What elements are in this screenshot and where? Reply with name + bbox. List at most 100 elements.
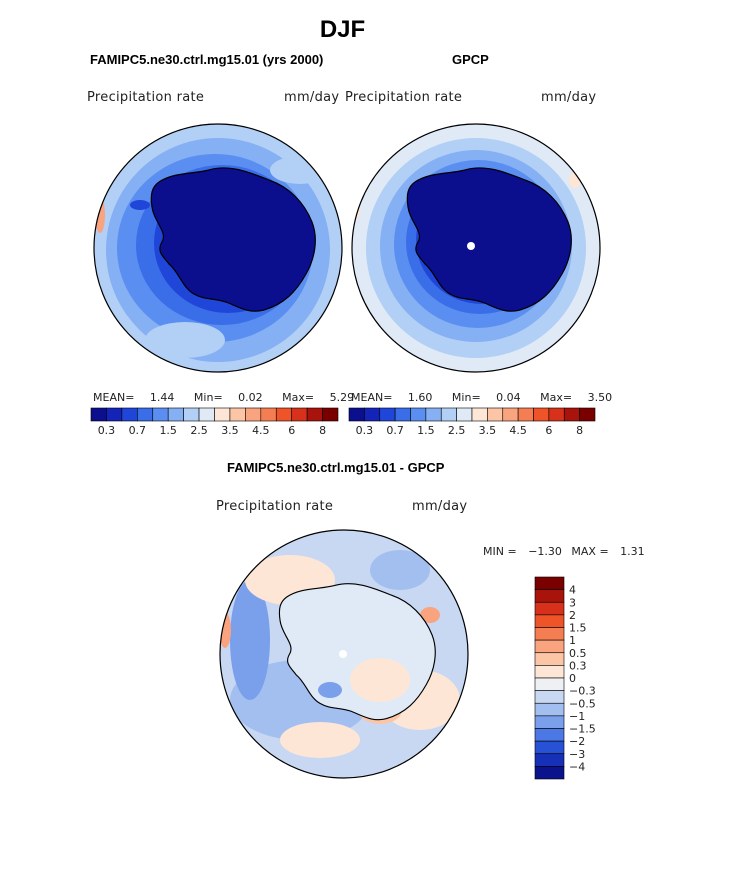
panel-1-colorbar-swatch-8 xyxy=(214,407,231,422)
diff-colorbar-tick-label-9: −0.5 xyxy=(569,697,596,710)
panel-2-colorbar-swatch-2 xyxy=(379,407,396,422)
panel-2-mean-label: MEAN= xyxy=(351,391,393,404)
diff-colorbar-swatch-12 xyxy=(534,728,565,742)
panel-1-mean-value: 1.44 xyxy=(149,391,175,404)
panel-2-colorbar-tick-label-0: 0.3 xyxy=(356,424,374,437)
panel-2-colorbar-swatch-15 xyxy=(579,407,596,422)
panel-2-colorbar-swatch-10 xyxy=(502,407,519,422)
diff-colorbar-swatch-5 xyxy=(534,639,565,654)
diff-colorbar-tick-label-13: −3 xyxy=(569,748,585,761)
panel-2-colorbar-swatch-14 xyxy=(563,407,580,422)
panel-2-colorbar-swatch-3 xyxy=(394,407,411,422)
diff-colorbar-swatch-9 xyxy=(534,690,565,704)
panel-1-min-label: Min= xyxy=(193,391,223,404)
diff-colorbar-swatch-1 xyxy=(534,589,565,603)
panel-1-colorbar: 0.3 0.7 1.5 2.5 3.5 4.5 6 8 xyxy=(90,407,339,437)
diff-colorbar-tick-label-2: 2 xyxy=(569,609,576,622)
panel-2-colorbar-swatch-12 xyxy=(533,407,550,422)
panel-1-colorbar-swatch-0 xyxy=(90,407,107,422)
panel-2-units-label: mm/day xyxy=(541,90,597,105)
panel-1-colorbar-swatch-12 xyxy=(275,407,292,422)
diff-title: FAMIPC5.ne30.ctrl.mg15.01 - GPCP xyxy=(227,460,445,475)
panel-2-title: GPCP xyxy=(452,52,489,67)
diff-max-label: MAX = xyxy=(571,545,609,558)
panel-1-colorbar-swatch-2 xyxy=(121,407,138,422)
diff-min-value: −1.30 xyxy=(528,545,562,558)
panel-1-colorbar-swatch-1 xyxy=(106,407,123,422)
panel-1-title: FAMIPC5.ne30.ctrl.mg15.01 (yrs 2000) xyxy=(90,52,324,67)
panel-1-colorbar-tick-label-7: 8 xyxy=(319,424,326,437)
panel-1-colorbar-swatch-4 xyxy=(152,407,169,422)
panel-1-colorbar-tick-label-1: 0.7 xyxy=(129,424,147,437)
panel-2-mean-value: 1.60 xyxy=(407,391,433,404)
panel-1-variable-label: Precipitation rate xyxy=(87,90,205,105)
panel-1-colorbar-swatch-7 xyxy=(198,407,215,422)
diff-colorbar-tick-label-6: 0.3 xyxy=(569,659,587,672)
diff-colorbar-swatch-7 xyxy=(534,665,565,679)
panel-1-colorbar-tick-label-0: 0.3 xyxy=(98,424,116,437)
diff-variable-label: Precipitation rate xyxy=(216,499,334,514)
diff-colorbar-tick-label-1: 3 xyxy=(569,596,576,609)
panel-1-colorbar-swatch-14 xyxy=(306,407,323,422)
panel-1-max-label: Max= xyxy=(282,391,315,404)
panel-2-colorbar-swatch-1 xyxy=(364,407,381,422)
panel-2-colorbar-swatch-8 xyxy=(471,407,488,422)
panel-1-colorbar-swatch-6 xyxy=(183,407,200,422)
diff-stats: MIN = −1.30 MAX = 1.31 xyxy=(483,545,645,558)
diff-max-value: 1.31 xyxy=(620,545,645,558)
diff-colorbar-swatch-13 xyxy=(534,740,565,755)
panel-1-colorbar-tick-label-6: 6 xyxy=(288,424,295,437)
panel-1-map xyxy=(94,124,342,372)
panel-1-colorbar-swatch-5 xyxy=(167,407,184,422)
panel-2-colorbar-swatch-11 xyxy=(517,407,534,422)
panel-2-colorbar-tick-label-2: 1.5 xyxy=(417,424,435,437)
diff-colorbar-tick-label-14: −4 xyxy=(569,760,585,773)
diff-colorbar-swatch-14 xyxy=(534,753,565,767)
diff-colorbar-swatch-15 xyxy=(534,766,565,780)
panel-1-colorbar-swatch-11 xyxy=(260,407,277,422)
panel-2-colorbar-swatch-9 xyxy=(487,407,504,422)
diff-colorbar-tick-label-10: −1 xyxy=(569,710,585,723)
figure-title: DJF xyxy=(319,16,366,43)
panel-2-variable-label: Precipitation rate xyxy=(345,90,463,105)
diff-colorbar-swatch-8 xyxy=(534,677,565,691)
diff-units-label: mm/day xyxy=(412,499,468,514)
panel-1-colorbar-swatch-10 xyxy=(245,407,262,422)
panel-1-colorbar-tick-label-4: 3.5 xyxy=(221,424,239,437)
panel-1-stats: MEAN= 1.44 Min= 0.02 Max= 5.29 xyxy=(93,391,354,404)
panel-1-colorbar-swatch-13 xyxy=(291,407,308,422)
panel-2-stats: MEAN= 1.60 Min= 0.04 Max= 3.50 xyxy=(351,391,612,404)
panel-1-colorbar-tick-label-2: 1.5 xyxy=(159,424,177,437)
diff-colorbar-swatch-6 xyxy=(534,652,565,666)
diff-colorbar-swatch-2 xyxy=(534,601,565,616)
diff-colorbar-tick-label-0: 4 xyxy=(569,584,576,597)
panel-2-colorbar-tick-label-4: 3.5 xyxy=(479,424,497,437)
panel-2-colorbar-tick-label-7: 8 xyxy=(576,424,583,437)
panel-2-colorbar-tick-label-1: 0.7 xyxy=(386,424,404,437)
diff-colorbar-tick-label-5: 0.5 xyxy=(569,647,587,660)
diff-colorbar-swatch-0 xyxy=(534,576,565,590)
panel-2-colorbar-swatch-4 xyxy=(410,407,427,422)
panel-1-colorbar-tick-label-3: 2.5 xyxy=(190,424,208,437)
panel-2-colorbar-tick-label-3: 2.5 xyxy=(448,424,466,437)
panel-1-mean-label: MEAN= xyxy=(93,391,135,404)
diff-colorbar-tick-label-11: −1.5 xyxy=(569,723,596,736)
panel-1-units-label: mm/day xyxy=(284,90,340,105)
panel-2-max-value: 3.50 xyxy=(587,391,613,404)
panel-1-max-value: 5.29 xyxy=(329,391,355,404)
diff-colorbar-tick-label-8: −0.3 xyxy=(569,685,596,698)
panel-2-pole-marker xyxy=(467,242,475,250)
diff-colorbar-swatch-3 xyxy=(534,614,565,628)
panel-2-min-label: Min= xyxy=(451,391,481,404)
diff-colorbar-swatch-10 xyxy=(534,702,565,717)
diff-colorbar-tick-label-12: −2 xyxy=(569,735,585,748)
panel-2-min-value: 0.04 xyxy=(496,391,521,404)
diff-pole-marker xyxy=(339,650,347,658)
panel-2-colorbar-swatch-0 xyxy=(348,407,365,422)
panel-1-colorbar-swatch-15 xyxy=(322,407,339,422)
panel-1-colorbar-tick-label-5: 4.5 xyxy=(252,424,270,437)
diff-colorbar-tick-label-7: 0 xyxy=(569,672,576,685)
panel-2-colorbar-swatch-13 xyxy=(548,407,565,422)
